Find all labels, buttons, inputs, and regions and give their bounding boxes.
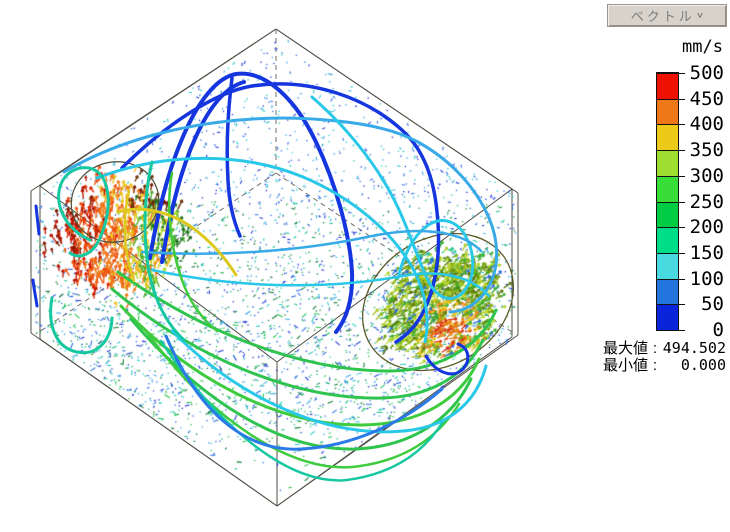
legend-segment xyxy=(657,201,678,228)
legend-tick xyxy=(657,330,685,331)
legend-tick xyxy=(657,124,685,126)
min-value-separator: : xyxy=(652,357,658,374)
streamline xyxy=(116,207,238,277)
streamline xyxy=(310,95,475,300)
legend-segment xyxy=(657,175,678,202)
legend-tick-label: 50 xyxy=(701,293,724,316)
vector-field-canvas xyxy=(0,0,600,532)
minmax-readout: 最大値:494.502 最小値: 0.000 xyxy=(540,340,726,374)
streamlines-layer xyxy=(31,71,515,482)
streamline xyxy=(57,166,110,258)
streamline xyxy=(123,189,136,283)
min-value-label: 最小値 xyxy=(602,357,648,374)
streamline xyxy=(31,278,39,308)
legend-tick-label: 250 xyxy=(689,190,724,213)
legend-segment xyxy=(657,98,678,125)
streamline xyxy=(159,339,446,482)
legend-tick xyxy=(657,278,685,280)
max-value-number: 494.502 xyxy=(662,339,726,357)
streamline xyxy=(168,171,219,333)
streamline xyxy=(170,329,488,434)
legend-segment xyxy=(657,227,678,254)
min-value-number: 0.000 xyxy=(680,356,726,374)
legend-segment xyxy=(657,73,678,100)
streamline xyxy=(143,160,186,342)
legend-tick-label: 400 xyxy=(689,113,724,136)
legend-unit-label: mm/s xyxy=(682,37,723,57)
legend-tick xyxy=(657,150,685,152)
legend-segment xyxy=(657,150,678,177)
max-value-separator: : xyxy=(652,340,658,357)
legend-tick xyxy=(657,227,685,229)
streamline xyxy=(148,71,355,334)
vector-dropdown-button[interactable]: ベクトル ˅ xyxy=(607,4,727,27)
vector-dropdown-label: ベクトル xyxy=(630,9,695,24)
legend-segment xyxy=(657,278,678,305)
legend-tick-label: 100 xyxy=(689,267,724,290)
legend-tick-label: 200 xyxy=(689,216,724,239)
streamline xyxy=(164,334,444,451)
legend-segment xyxy=(657,124,678,151)
streamline xyxy=(49,296,114,355)
legend-tick xyxy=(657,175,685,177)
min-value-row: 最小値: 0.000 xyxy=(540,357,726,374)
legend-tick-label: 0 xyxy=(712,319,724,341)
flow-viewport[interactable] xyxy=(0,0,600,532)
legend-tick-label: 350 xyxy=(689,139,724,162)
legend-segment xyxy=(657,252,678,280)
streamline xyxy=(116,270,498,373)
legend-tick xyxy=(657,201,685,203)
streamline xyxy=(34,204,41,236)
max-value-label: 最大値 xyxy=(602,340,648,357)
legend-tick xyxy=(657,98,685,100)
legend-segment xyxy=(657,304,678,331)
streamline xyxy=(225,76,242,238)
legend-tick-label: 500 xyxy=(689,62,724,84)
legend-tick-label: 300 xyxy=(689,164,724,187)
streamline xyxy=(95,156,429,344)
legend-tick-label: 150 xyxy=(689,241,724,264)
streamline xyxy=(140,229,483,255)
streamline xyxy=(150,268,491,298)
streamline xyxy=(129,317,473,451)
legend-tick xyxy=(657,73,685,74)
right-jet-outline xyxy=(361,232,515,372)
chevron-down-icon: ˅ xyxy=(696,10,704,21)
streamline xyxy=(424,342,470,376)
max-value-row: 最大値:494.502 xyxy=(540,340,726,357)
legend-tick-label: 450 xyxy=(689,87,724,110)
legend-tick xyxy=(657,252,685,254)
legend-tick xyxy=(657,304,685,306)
streamline xyxy=(119,304,481,427)
streamline xyxy=(62,116,499,314)
